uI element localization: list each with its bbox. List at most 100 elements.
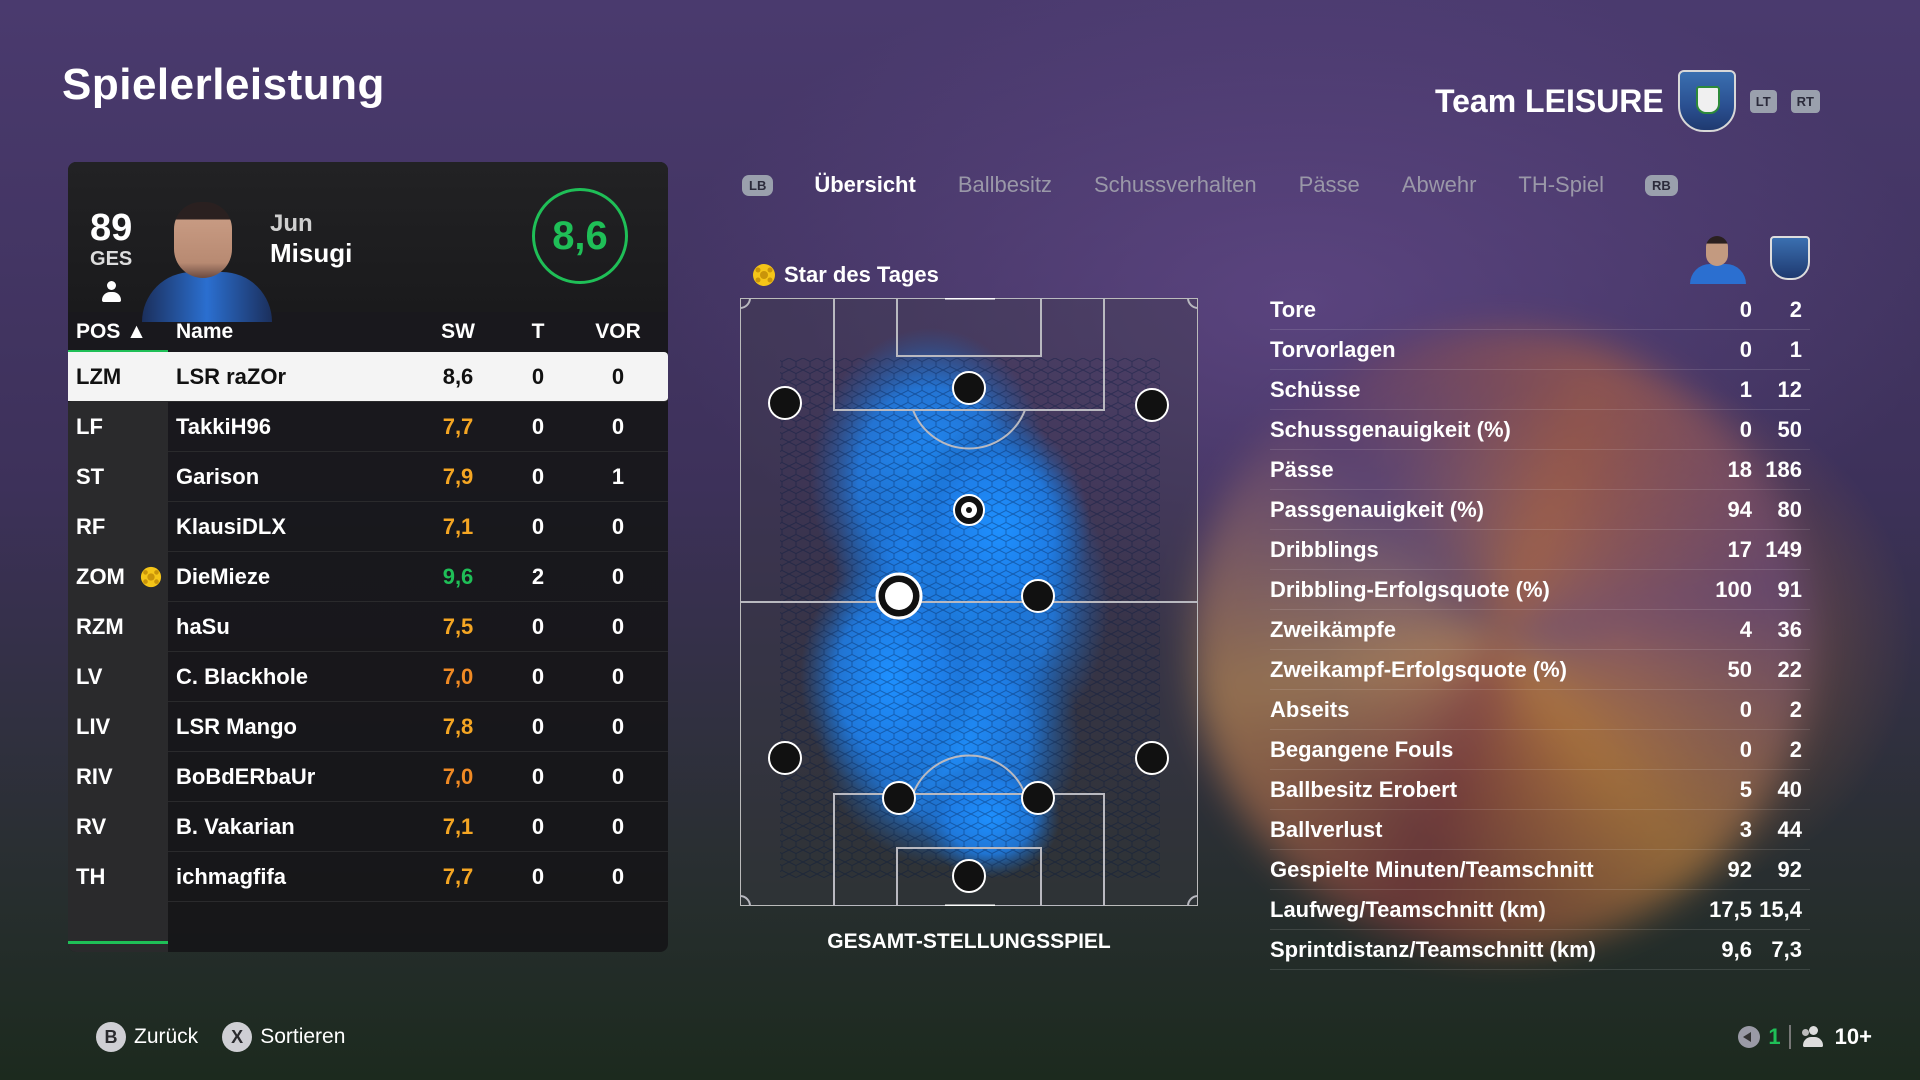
stat-team-value: 36 — [1777, 616, 1802, 642]
player-markers — [768, 371, 1169, 893]
row-name: DieMieze — [176, 563, 271, 589]
tab-4[interactable]: Abwehr — [1401, 172, 1477, 197]
stat-label: Dribblings — [1270, 536, 1379, 562]
table-header: POS ▲ Name SW T VOR — [68, 312, 668, 353]
stat-label: Dribbling-Erfolgsquote (%) — [1270, 576, 1550, 602]
table-row[interactable]: ST Garison 7,9 0 1 — [68, 452, 668, 502]
row-rating: 9,6 — [442, 563, 474, 589]
stat-player-value: 17 — [1727, 536, 1752, 562]
player-portrait — [142, 202, 272, 322]
lb-button[interactable]: LB — [742, 174, 774, 196]
stat-team-value: 7,3 — [1771, 936, 1802, 962]
overall-rating: 89 GES — [90, 208, 132, 303]
stat-label: Ballverlust — [1270, 816, 1383, 842]
row-pos: ST — [68, 452, 168, 501]
row-assists: 0 — [611, 363, 625, 389]
b-key-icon: B — [96, 1022, 126, 1052]
heatmap-caption: GESAMT-STELLUNGSSPIEL — [827, 930, 1111, 953]
row-pos: LV — [68, 652, 168, 701]
row-rating: 7,5 — [442, 613, 474, 639]
stat-player-value: 9,6 — [1721, 936, 1752, 962]
row-assists: 0 — [611, 563, 625, 589]
player-first-name: Jun — [270, 210, 313, 237]
tab-1[interactable]: Ballbesitz — [957, 172, 1052, 197]
team-crest-small-icon — [1770, 236, 1810, 280]
row-pos: LF — [68, 402, 168, 451]
stat-row: Zweikämpfe 4 36 — [1270, 610, 1810, 650]
sort-button[interactable]: X Sortieren — [222, 1022, 345, 1052]
stat-label: Sprintdistanz/Teamschnitt (km) — [1270, 936, 1596, 962]
background-ball — [1190, 330, 1810, 950]
stat-label: Zweikampf-Erfolgsquote (%) — [1270, 656, 1568, 682]
table-row[interactable]: LIV LSR Mango 7,8 0 0 — [68, 702, 668, 752]
header-vor[interactable]: VOR — [595, 320, 641, 343]
row-assists: 1 — [611, 463, 625, 489]
stat-team-value: 12 — [1777, 376, 1802, 402]
stat-row: Dribblings 17 149 — [1270, 530, 1810, 570]
stat-label: Laufweg/Teamschnitt (km) — [1270, 896, 1546, 922]
person-icon — [101, 281, 122, 303]
tab-3[interactable]: Pässe — [1298, 172, 1360, 197]
header-sw[interactable]: SW — [441, 320, 475, 343]
overall-label: GES — [90, 248, 133, 270]
marker-rf — [1135, 388, 1169, 422]
row-rating: 7,0 — [442, 763, 474, 789]
stat-player-value: 0 — [1739, 696, 1752, 722]
tab-2[interactable]: Schussverhalten — [1093, 172, 1257, 197]
table-row[interactable]: LZM LSR raZOr 8,6 0 0 — [68, 352, 668, 402]
row-name: C. Blackhole — [176, 663, 309, 689]
table-row[interactable]: LF TakkiH96 7,7 0 0 — [68, 402, 668, 452]
row-rating: 7,1 — [442, 513, 474, 539]
marker-lf — [768, 386, 802, 420]
row-pos: LIV — [68, 702, 168, 751]
stat-team-value: 91 — [1777, 576, 1802, 602]
stats-table: Tore 0 2 Torvorlagen 0 1 Schüsse 1 12 Schussgenau… — [1270, 290, 1810, 970]
table-row[interactable]: TH ichmagfifa 7,7 0 0 — [68, 852, 668, 902]
x-key-icon: X — [222, 1022, 253, 1052]
table-row[interactable]: LV C. Blackhole 7,0 0 0 — [68, 652, 668, 702]
player-avatar-icon — [1690, 236, 1746, 284]
panel-footer — [68, 892, 168, 952]
stat-player-value: 50 — [1727, 656, 1752, 682]
divider — [1788, 1025, 1791, 1049]
row-name: LSR Mango — [176, 713, 297, 739]
tab-5[interactable]: TH-Spiel — [1518, 172, 1604, 197]
stat-label: Pässe — [1270, 456, 1334, 482]
header-t[interactable]: T — [531, 320, 545, 343]
marker-riv — [1021, 781, 1055, 815]
marker-rv — [1135, 741, 1169, 775]
stat-team-value: 40 — [1777, 776, 1802, 802]
footer-status: 1 10+ — [1738, 1024, 1872, 1050]
row-assists: 0 — [611, 613, 625, 639]
star-ball-icon — [140, 566, 162, 588]
stat-player-value: 0 — [1739, 296, 1752, 322]
header-pos[interactable]: POS ▲ — [76, 320, 147, 343]
stat-row: Dribbling-Erfolgsquote (%) 100 91 — [1270, 570, 1810, 610]
speaker-muted-icon — [1738, 1026, 1761, 1048]
lt-button[interactable]: LT — [1749, 89, 1777, 113]
table-row[interactable]: RV B. Vakarian 7,1 0 0 — [68, 802, 668, 852]
table-row[interactable]: RIV BoBdERbaUr 7,0 0 0 — [68, 752, 668, 802]
row-goals: 0 — [531, 613, 545, 639]
row-goals: 0 — [531, 463, 545, 489]
stat-label: Zweikämpfe — [1270, 616, 1396, 642]
row-rating: 7,7 — [442, 863, 474, 889]
stat-label: Begangene Fouls — [1270, 736, 1454, 762]
tab-0[interactable]: Übersicht — [814, 172, 916, 197]
stat-team-value: 186 — [1765, 456, 1802, 482]
stat-label: Gespielte Minuten/Teamschnitt — [1270, 856, 1594, 882]
back-button[interactable]: B Zurück — [96, 1022, 198, 1052]
rt-button[interactable]: RT — [1790, 89, 1820, 113]
stat-row: Passgenauigkeit (%) 94 80 — [1270, 490, 1810, 530]
row-goals: 0 — [531, 713, 545, 739]
table-row[interactable]: RZM haSu 7,5 0 0 — [68, 602, 668, 652]
table-row[interactable]: RF KlausiDLX 7,1 0 0 — [68, 502, 668, 552]
stat-row: Ballbesitz Erobert 5 40 — [1270, 770, 1810, 810]
header-name[interactable]: Name — [176, 320, 234, 343]
row-goals: 0 — [531, 513, 545, 539]
row-goals: 0 — [531, 363, 545, 389]
table-row[interactable]: ZOM DieMieze 9,6 2 0 — [68, 552, 668, 602]
stat-player-value: 5 — [1739, 776, 1752, 802]
rb-button[interactable]: RB — [1644, 174, 1678, 196]
stat-row: Ballverlust 3 44 — [1270, 810, 1810, 850]
